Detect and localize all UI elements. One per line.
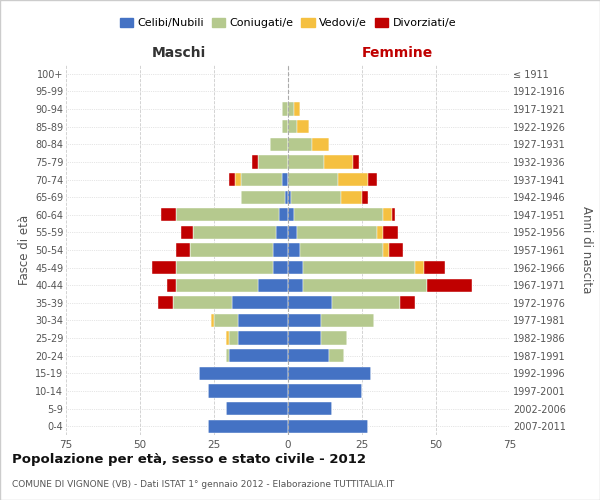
- Bar: [229, 173, 235, 186]
- Bar: [241, 190, 285, 204]
- Bar: [273, 261, 288, 274]
- Bar: [294, 208, 383, 222]
- Bar: [297, 226, 377, 239]
- Bar: [389, 244, 403, 256]
- Text: Maschi: Maschi: [151, 46, 206, 60]
- Bar: [353, 156, 359, 168]
- Bar: [288, 332, 320, 344]
- Bar: [294, 102, 300, 116]
- Bar: [211, 314, 214, 327]
- Bar: [383, 244, 389, 256]
- Bar: [270, 138, 288, 151]
- Text: Popolazione per età, sesso e stato civile - 2012: Popolazione per età, sesso e stato civil…: [12, 452, 366, 466]
- Bar: [238, 314, 288, 327]
- Bar: [288, 138, 311, 151]
- Bar: [303, 278, 427, 292]
- Bar: [193, 226, 276, 239]
- Bar: [288, 120, 297, 134]
- Bar: [288, 261, 303, 274]
- Bar: [190, 244, 273, 256]
- Text: Femmine: Femmine: [362, 46, 433, 60]
- Bar: [226, 402, 288, 415]
- Bar: [235, 173, 241, 186]
- Bar: [279, 208, 288, 222]
- Bar: [323, 156, 353, 168]
- Bar: [311, 138, 329, 151]
- Bar: [158, 296, 173, 310]
- Bar: [288, 420, 368, 433]
- Bar: [259, 156, 288, 168]
- Bar: [383, 208, 392, 222]
- Bar: [276, 226, 288, 239]
- Bar: [282, 120, 288, 134]
- Bar: [288, 366, 371, 380]
- Bar: [288, 296, 332, 310]
- Bar: [208, 420, 288, 433]
- Bar: [383, 226, 398, 239]
- Bar: [320, 332, 347, 344]
- Bar: [282, 102, 288, 116]
- Bar: [320, 314, 374, 327]
- Bar: [176, 261, 273, 274]
- Bar: [291, 190, 341, 204]
- Bar: [226, 332, 229, 344]
- Bar: [338, 173, 368, 186]
- Bar: [285, 190, 288, 204]
- Bar: [288, 349, 329, 362]
- Bar: [167, 278, 176, 292]
- Bar: [229, 332, 238, 344]
- Bar: [297, 120, 309, 134]
- Bar: [288, 314, 320, 327]
- Bar: [232, 296, 288, 310]
- Bar: [288, 102, 294, 116]
- Bar: [427, 278, 472, 292]
- Bar: [288, 226, 297, 239]
- Bar: [282, 173, 288, 186]
- Text: COMUNE DI VIGNONE (VB) - Dati ISTAT 1° gennaio 2012 - Elaborazione TUTTITALIA.IT: COMUNE DI VIGNONE (VB) - Dati ISTAT 1° g…: [12, 480, 394, 489]
- Bar: [176, 244, 190, 256]
- Bar: [173, 296, 232, 310]
- Bar: [303, 261, 415, 274]
- Bar: [259, 278, 288, 292]
- Bar: [288, 208, 294, 222]
- Bar: [400, 296, 415, 310]
- Bar: [238, 332, 288, 344]
- Bar: [199, 366, 288, 380]
- Bar: [424, 261, 445, 274]
- Bar: [288, 278, 303, 292]
- Bar: [181, 226, 193, 239]
- Bar: [241, 173, 282, 186]
- Bar: [229, 349, 288, 362]
- Bar: [362, 190, 368, 204]
- Bar: [176, 278, 259, 292]
- Bar: [152, 261, 176, 274]
- Bar: [288, 173, 338, 186]
- Bar: [368, 173, 377, 186]
- Bar: [161, 208, 176, 222]
- Legend: Celibi/Nubili, Coniugati/e, Vedovi/e, Divorziati/e: Celibi/Nubili, Coniugati/e, Vedovi/e, Di…: [115, 13, 461, 32]
- Y-axis label: Fasce di età: Fasce di età: [17, 215, 31, 285]
- Y-axis label: Anni di nascita: Anni di nascita: [580, 206, 593, 294]
- Bar: [226, 349, 229, 362]
- Bar: [288, 190, 291, 204]
- Bar: [288, 402, 332, 415]
- Bar: [273, 244, 288, 256]
- Bar: [288, 384, 362, 398]
- Bar: [415, 261, 424, 274]
- Bar: [329, 349, 344, 362]
- Bar: [377, 226, 383, 239]
- Bar: [300, 244, 383, 256]
- Bar: [341, 190, 362, 204]
- Bar: [332, 296, 400, 310]
- Bar: [392, 208, 395, 222]
- Bar: [176, 208, 279, 222]
- Bar: [208, 384, 288, 398]
- Bar: [288, 244, 300, 256]
- Bar: [214, 314, 238, 327]
- Bar: [253, 156, 259, 168]
- Bar: [288, 156, 323, 168]
